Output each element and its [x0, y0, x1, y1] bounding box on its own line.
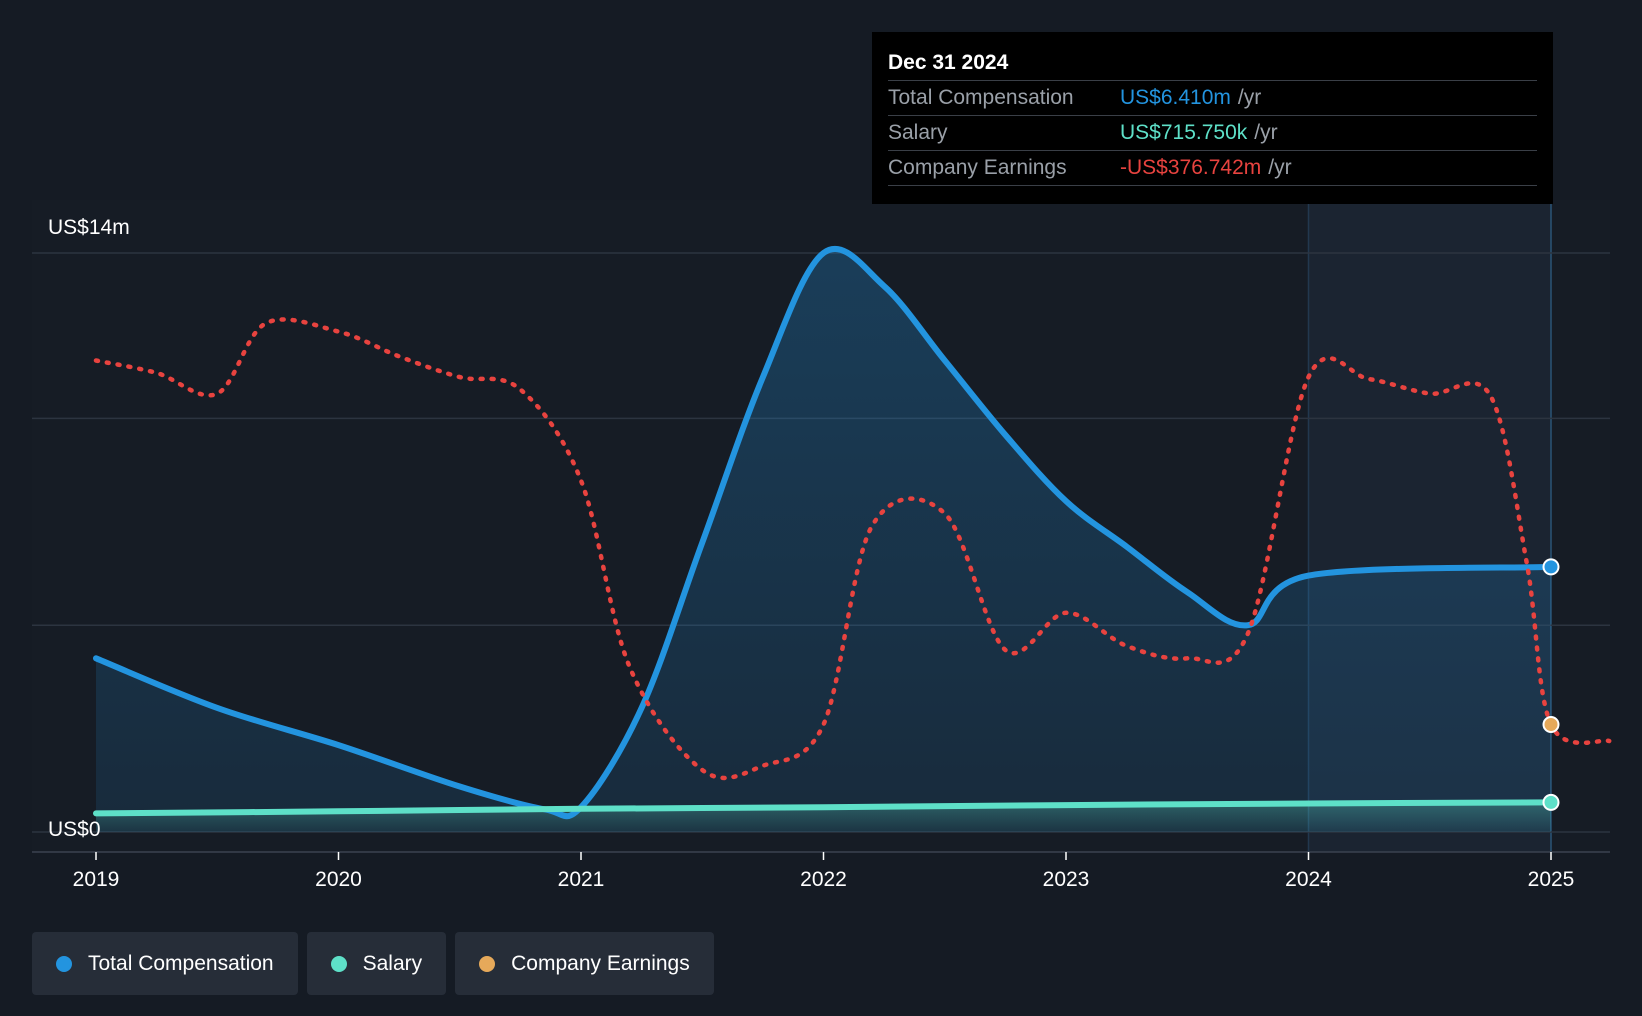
tooltip-row-total-compensation: Total Compensation US$6.410m /yr — [888, 80, 1537, 115]
x-tick-label: 2024 — [1285, 868, 1332, 891]
x-tick-label: 2025 — [1528, 868, 1575, 891]
y-tick-label: US$0 — [48, 818, 101, 841]
legend-item-total-compensation[interactable]: Total Compensation — [32, 932, 298, 995]
x-tick-label: 2020 — [315, 868, 362, 891]
y-tick-label: US$14m — [48, 216, 130, 239]
x-tick-label: 2019 — [73, 868, 120, 891]
tooltip-unit: /yr — [1237, 86, 1262, 109]
legend: Total Compensation Salary Company Earnin… — [32, 932, 714, 995]
series-area-salary — [96, 802, 1551, 832]
legend-dot-icon — [330, 955, 347, 972]
tooltip-value: US$715.750k — [1120, 121, 1248, 144]
x-tick-label: 2023 — [1043, 868, 1090, 891]
tooltip-label: Company Earnings — [888, 156, 1067, 179]
tooltip-unit: /yr — [1268, 156, 1292, 179]
tooltip-row-salary: Salary US$715.750k /yr — [888, 115, 1537, 150]
legend-label: Total Compensation — [88, 951, 274, 975]
tooltip: Dec 31 2024 Total Compensation US$6.410m… — [872, 32, 1553, 204]
tooltip-value: US$6.410m — [1120, 86, 1231, 109]
series-line-company-earnings — [93, 317, 1612, 781]
series-line-salary — [93, 799, 1554, 817]
legend-dot-icon — [56, 955, 72, 972]
data-point-marker — [1542, 715, 1560, 733]
x-tick-label: 2021 — [558, 868, 605, 891]
tooltip-row-company-earnings: Company Earnings -US$376.742m /yr — [888, 150, 1537, 186]
legend-item-salary[interactable]: Salary — [306, 932, 447, 995]
tooltip-unit: /yr — [1254, 121, 1278, 144]
series-area-total-compensation — [96, 248, 1551, 832]
legend-label: Company Earnings — [511, 951, 690, 975]
legend-label: Salary — [362, 951, 423, 975]
series-line-total-compensation — [93, 245, 1554, 820]
x-tick-label: 2022 — [800, 868, 847, 891]
tooltip-label: Salary — [888, 121, 948, 144]
legend-item-company-earnings[interactable]: Company Earnings — [455, 932, 714, 995]
tooltip-label: Total Compensation — [888, 86, 1074, 109]
legend-dot-icon — [479, 955, 496, 972]
tooltip-value: -US$376.742m — [1120, 156, 1262, 179]
data-point-marker — [1542, 793, 1560, 811]
data-point-marker — [1542, 558, 1560, 576]
tooltip-date: Dec 31 2024 — [888, 51, 1009, 74]
